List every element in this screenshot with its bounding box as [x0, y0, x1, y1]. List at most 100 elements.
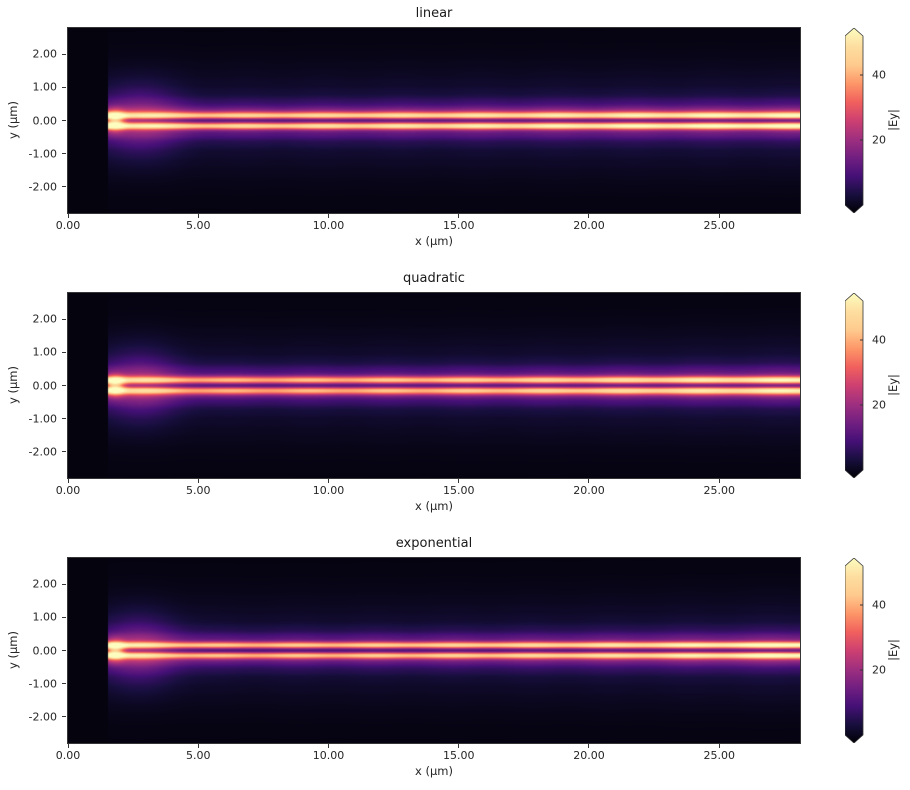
y-tick-mark — [62, 616, 66, 618]
x-tick-label: 15.00 — [442, 484, 475, 497]
x-tick-label: 10.00 — [312, 484, 345, 497]
y-tick-label: 0.00 — [32, 644, 58, 657]
x-tick-mark — [67, 479, 69, 483]
x-tick-label: 0.00 — [55, 219, 81, 232]
colorbar: |Ey| 20 40 — [845, 558, 909, 743]
colorbar-tick-label: 40 — [872, 68, 886, 82]
x-tick-label: 0.00 — [55, 749, 81, 762]
x-tick-label: 25.00 — [703, 484, 735, 497]
heatmap-canvas — [68, 28, 800, 213]
x-tick-label: 5.00 — [185, 484, 211, 497]
plot-title: linear — [415, 6, 453, 21]
y-tick-label: -2.00 — [28, 180, 57, 194]
subplot-linear: linear y (µm) 2.00 1.00 0.00 -1.00 -2.00 0.0… — [0, 6, 910, 293]
y-tick-label: 1.00 — [32, 345, 58, 359]
x-axis-ticks: 0.00 5.00 10.00 15.00 20.00 25.00 — [56, 744, 800, 766]
subplot-exponential: exponential y (µm) 2.00 1.00 0.00 -1.00 -2.0… — [0, 536, 910, 790]
x-tick-label: 0.00 — [55, 484, 81, 497]
heatmap-plot — [67, 292, 801, 479]
y-tick-mark — [62, 120, 66, 121]
x-tick-mark — [67, 744, 69, 748]
x-tick-mark — [67, 214, 69, 218]
colorbar: |Ey| 20 40 — [845, 28, 909, 213]
x-tick-mark — [588, 479, 590, 483]
x-tick-label: 25.00 — [703, 749, 735, 762]
y-tick-label: -1.00 — [28, 147, 57, 161]
x-tick-mark — [458, 214, 460, 218]
colorbar-gradient — [845, 558, 864, 743]
y-tick-label: 2.00 — [32, 47, 58, 61]
x-axis-label: x (µm) — [415, 499, 453, 513]
x-tick-mark — [458, 744, 460, 748]
x-tick-mark — [327, 479, 329, 483]
y-axis-ticks: 2.00 1.00 0.00 -1.00 -2.00 — [0, 293, 67, 478]
colorbar-gradient — [845, 293, 864, 478]
x-tick-mark — [327, 744, 329, 748]
colorbar-label: |Ey| — [886, 109, 900, 131]
y-tick-label: 0.00 — [32, 114, 58, 127]
x-tick-label: 10.00 — [312, 219, 345, 232]
y-tick-label: 2.00 — [32, 312, 58, 326]
y-tick-label: 0.00 — [32, 379, 58, 392]
x-tick-mark — [718, 479, 720, 483]
colorbar-label: |Ey| — [886, 639, 900, 661]
x-tick-label: 5.00 — [185, 749, 211, 762]
y-tick-mark — [62, 53, 66, 55]
y-axis-ticks: 2.00 1.00 0.00 -1.00 -2.00 — [0, 558, 67, 743]
colorbar-label: |Ey| — [886, 374, 900, 396]
y-tick-mark — [62, 650, 66, 651]
x-tick-mark — [718, 214, 720, 218]
y-axis-ticks: 2.00 1.00 0.00 -1.00 -2.00 — [0, 28, 67, 213]
colorbar-tick-label: 20 — [872, 133, 886, 147]
x-axis-label: x (µm) — [415, 234, 453, 248]
x-tick-mark — [197, 479, 199, 483]
plot-title: exponential — [395, 536, 473, 551]
y-tick-label: 1.00 — [32, 610, 58, 624]
plot-title: quadratic — [403, 271, 465, 286]
y-tick-label: -1.00 — [28, 412, 57, 426]
colorbar-tick-label: 20 — [872, 663, 886, 677]
x-tick-label: 20.00 — [573, 749, 605, 762]
x-tick-label: 20.00 — [573, 219, 605, 232]
y-tick-mark — [62, 451, 66, 453]
heatmap-plot — [67, 557, 801, 744]
y-tick-label: -2.00 — [28, 445, 57, 459]
y-tick-label: 1.00 — [32, 80, 58, 94]
x-tick-label: 10.00 — [312, 749, 345, 762]
y-tick-label: -1.00 — [28, 677, 57, 691]
x-axis-ticks: 0.00 5.00 10.00 15.00 20.00 25.00 — [56, 214, 800, 236]
y-tick-mark — [62, 86, 66, 88]
y-tick-mark — [62, 583, 66, 585]
y-tick-mark — [62, 186, 66, 188]
colorbar-gradient — [845, 28, 864, 213]
heatmap-canvas — [68, 558, 800, 743]
colorbar: |Ey| 20 40 — [845, 293, 909, 478]
x-tick-mark — [197, 214, 199, 218]
x-tick-mark — [197, 744, 199, 748]
heatmap-canvas — [68, 293, 800, 478]
y-tick-mark — [62, 385, 66, 386]
x-tick-label: 15.00 — [442, 749, 475, 762]
x-tick-mark — [588, 744, 590, 748]
x-tick-mark — [588, 214, 590, 218]
colorbar-tick-label: 20 — [872, 398, 886, 412]
x-axis-label: x (µm) — [415, 764, 453, 778]
x-tick-mark — [327, 214, 329, 218]
y-tick-mark — [62, 318, 66, 320]
x-tick-label: 25.00 — [703, 219, 735, 232]
y-tick-label: -2.00 — [28, 710, 57, 724]
x-tick-label: 15.00 — [442, 219, 475, 232]
subplot-quadratic: quadratic y (µm) 2.00 1.00 0.00 -1.00 -2.00 … — [0, 271, 910, 558]
x-tick-label: 5.00 — [185, 219, 211, 232]
x-axis-ticks: 0.00 5.00 10.00 15.00 20.00 25.00 — [56, 479, 800, 501]
y-tick-label: 2.00 — [32, 577, 58, 591]
y-tick-mark — [62, 418, 66, 420]
x-tick-mark — [458, 479, 460, 483]
colorbar-tick-label: 40 — [872, 598, 886, 612]
colorbar-tick-label: 40 — [872, 333, 886, 347]
y-tick-mark — [62, 351, 66, 353]
y-tick-mark — [62, 683, 66, 685]
y-tick-mark — [62, 153, 66, 155]
heatmap-plot — [67, 27, 801, 214]
